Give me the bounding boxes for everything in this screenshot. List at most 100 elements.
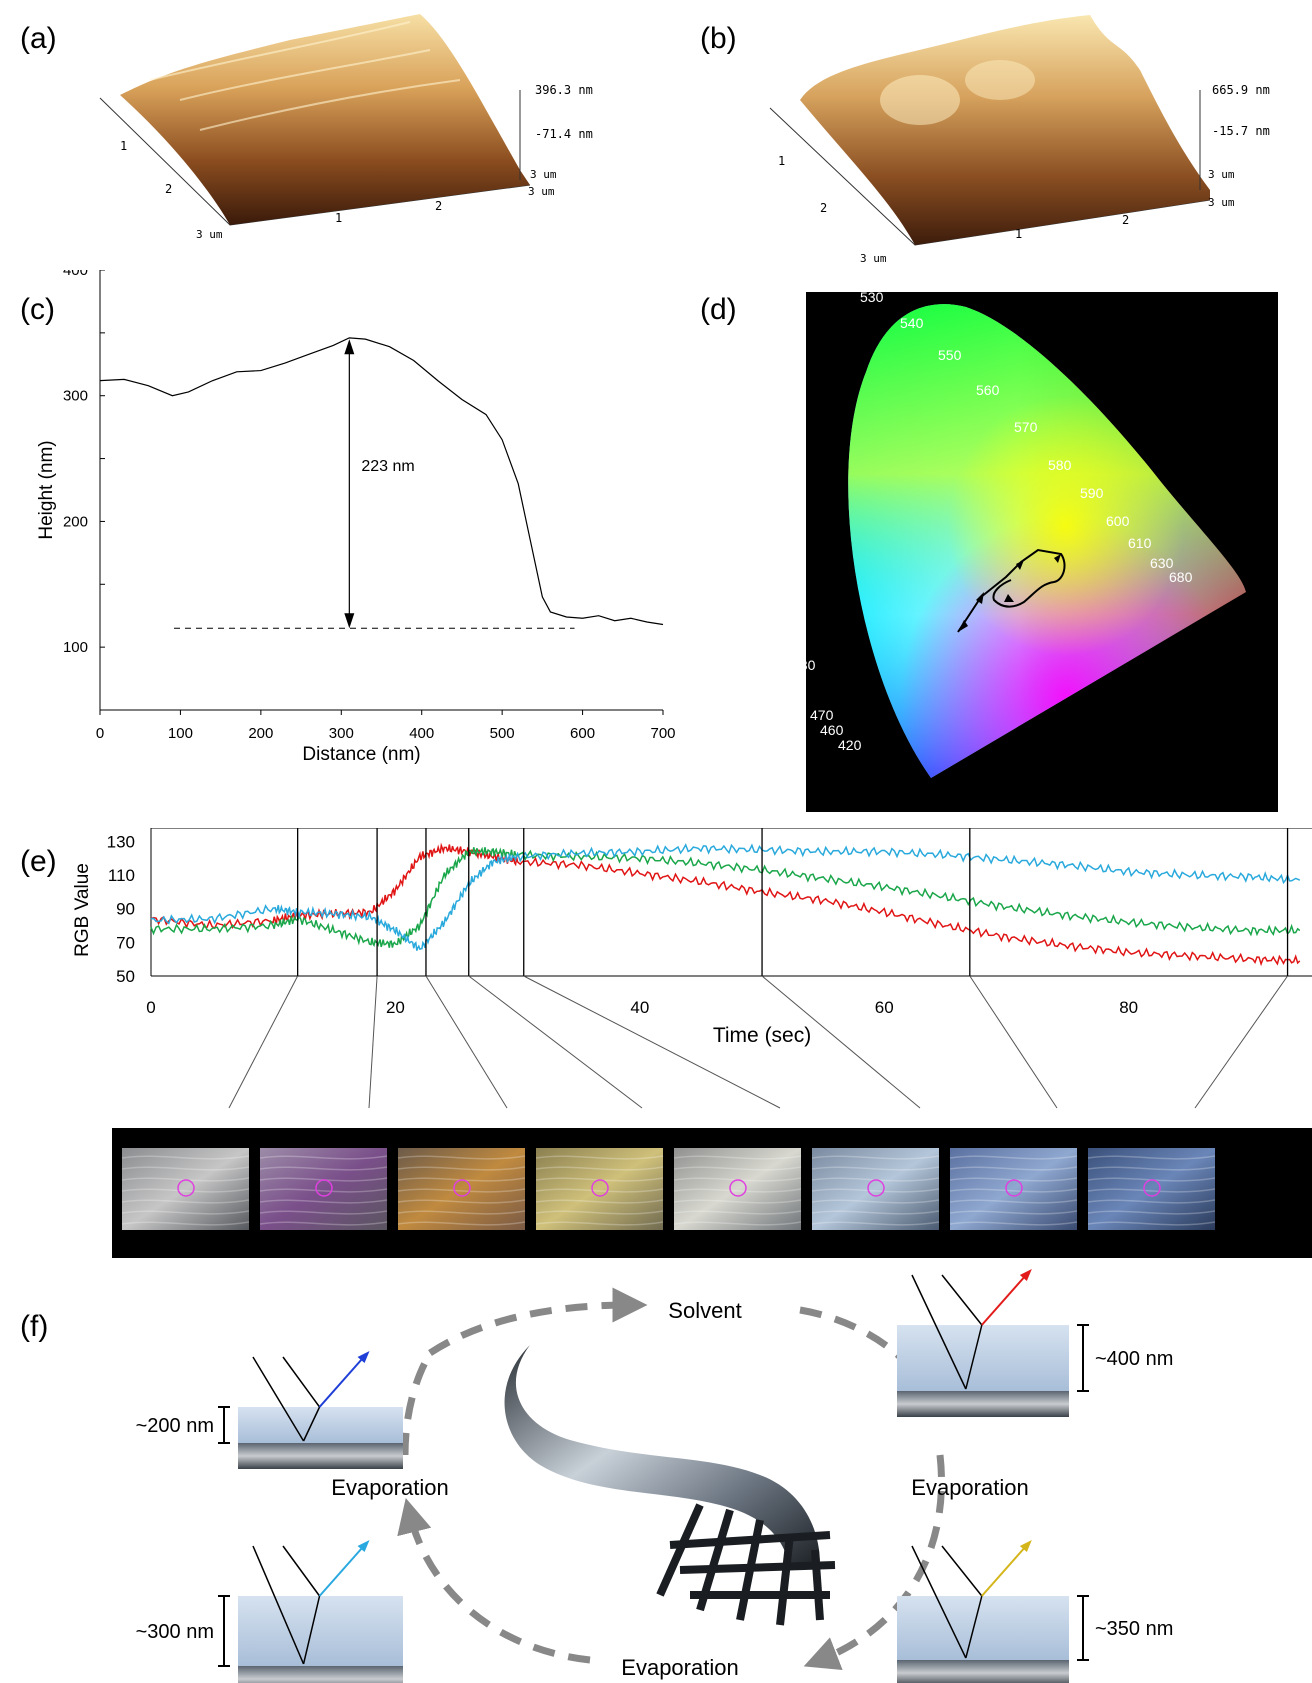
x-tick-label: 500 — [490, 725, 515, 742]
snapshot-frame — [536, 1148, 663, 1230]
fiber-streak — [535, 1177, 664, 1182]
fiber-streak — [811, 1210, 940, 1215]
fabric-substrate — [238, 1666, 403, 1683]
snapshot-frame — [674, 1148, 801, 1230]
fiber-streak — [811, 1177, 940, 1182]
rgb-time-chart: 50 70 90 110 130 0 20 40 60 80 Time (sec) RGB Value — [72, 828, 1312, 1109]
y-axis-label: Height (nm) — [36, 440, 57, 539]
y-tick-label: 130 — [107, 832, 135, 851]
x-tick-b-3: 3 um — [1208, 196, 1235, 209]
snapshot-frame — [398, 1148, 525, 1230]
fiber-streak — [535, 1199, 664, 1204]
wavelength-label: 540 — [900, 315, 924, 331]
cie-chromaticity-diagram: 5205305405505605705805906006106306805104… — [806, 292, 1278, 812]
x-tick-label: 700 — [650, 725, 675, 742]
panel-label-d: (d) — [700, 293, 737, 326]
roi-circle — [591, 1179, 609, 1197]
reflected-ray-head — [357, 1351, 370, 1363]
reflected-ray-head — [357, 1540, 370, 1552]
fiber-streak — [949, 1199, 1078, 1204]
solvent-label: Solvent — [668, 1298, 741, 1323]
y-axis-label: RGB Value — [72, 863, 93, 957]
incident-ray — [911, 1274, 967, 1390]
fiber-streak — [811, 1188, 940, 1193]
fiber-streak — [121, 1199, 250, 1204]
fiber-streak — [811, 1166, 940, 1171]
panel-label-f: (f) — [20, 1310, 49, 1343]
fiber-streak — [397, 1188, 526, 1193]
incident-ray — [941, 1545, 983, 1597]
fiber-streak — [1087, 1155, 1216, 1160]
x-tick-a-2: 2 — [435, 199, 442, 213]
fiber-streak — [397, 1221, 526, 1226]
snapshot-connector-line — [368, 975, 378, 1109]
x-tick-label: 400 — [409, 725, 434, 742]
thickness-label: ~200 nm — [136, 1415, 214, 1437]
afm-3d-surface-b: 665.9 nm -15.7 nm 3 um 1 2 3 um 1 2 3 um — [769, 15, 1270, 265]
fiber-streak — [121, 1210, 250, 1215]
film-layer — [897, 1596, 1069, 1660]
roi-circle — [867, 1179, 885, 1197]
snapshot-frame — [260, 1148, 387, 1230]
fiber-streak — [397, 1177, 526, 1182]
scale-bot-a: 3 um — [530, 168, 557, 181]
snapshot-connector-line — [969, 975, 1058, 1109]
refracted-ray — [302, 1406, 321, 1442]
fiber-streak — [397, 1166, 526, 1171]
x-tick-label: 300 — [329, 725, 354, 742]
refracted-ray — [302, 1595, 321, 1665]
roi-circle — [453, 1179, 471, 1197]
film-layer — [238, 1596, 403, 1666]
y-tick-a-1: 1 — [120, 139, 127, 153]
snapshot-frame — [812, 1148, 939, 1230]
reflected-ray-head — [1019, 1269, 1032, 1281]
snapshot-connector-line — [523, 975, 781, 1109]
x-tick-a-3: 3 um — [528, 185, 555, 198]
snapshot-frame — [1088, 1148, 1215, 1230]
fiber-streak — [1087, 1188, 1216, 1193]
x-tick-label: 20 — [386, 998, 405, 1017]
x-tick-label: 200 — [248, 725, 273, 742]
fiber-streak — [811, 1155, 940, 1160]
x-tick-b-2: 2 — [1122, 213, 1129, 227]
fiber-streak — [397, 1155, 526, 1160]
evaporation-right-label: Evaporation — [911, 1475, 1028, 1500]
incident-ray — [282, 1356, 321, 1408]
thickness-label: ~300 nm — [136, 1621, 214, 1643]
evaporation-bottom-label: Evaporation — [621, 1655, 738, 1680]
fiber-streak — [535, 1166, 664, 1171]
film-layer — [897, 1325, 1069, 1391]
refracted-ray — [965, 1324, 983, 1390]
fiber-streak — [535, 1155, 664, 1160]
x-tick-label: 80 — [1119, 998, 1138, 1017]
y-tick-label: 90 — [116, 900, 135, 919]
fiber-streak — [259, 1221, 388, 1226]
snapshot-connector-line — [468, 975, 643, 1109]
y-tick-label: 110 — [108, 866, 135, 885]
film-layer — [238, 1407, 403, 1443]
incident-ray — [252, 1356, 305, 1442]
scale-top-a: 396.3 nm — [535, 83, 593, 97]
x-tick-label: 0 — [146, 998, 155, 1017]
wavelength-label: 530 — [860, 292, 884, 305]
fiber-streak — [397, 1199, 526, 1204]
evaporation-left-label: Evaporation — [331, 1475, 448, 1500]
arrow-head-up — [344, 339, 355, 355]
scale-top-b: 665.9 nm — [1212, 83, 1270, 97]
incident-ray — [941, 1274, 983, 1326]
height-annotation: 223 nm — [361, 458, 414, 475]
fiber-streak — [949, 1177, 1078, 1182]
afm-3d-surface-a: 396.3 nm -71.4 nm 3 um 1 2 3 um 1 2 3 um — [99, 14, 593, 241]
y-tick-a-2: 2 — [165, 182, 172, 196]
reflected-color-ray — [318, 1543, 367, 1597]
wavelength-label: 560 — [976, 382, 1000, 398]
fabric-substrate — [897, 1660, 1069, 1683]
snapshot-connector-line — [1194, 975, 1288, 1109]
wavelength-label: 630 — [1150, 555, 1174, 571]
y-tick-b-3: 3 um — [860, 252, 887, 265]
snapshot-frame — [950, 1148, 1077, 1230]
snapshot-connector-line — [761, 975, 921, 1109]
y-tick-a-3: 3 um — [196, 228, 223, 241]
wavelength-label: 580 — [1048, 457, 1072, 473]
fiber-streak — [121, 1188, 250, 1193]
